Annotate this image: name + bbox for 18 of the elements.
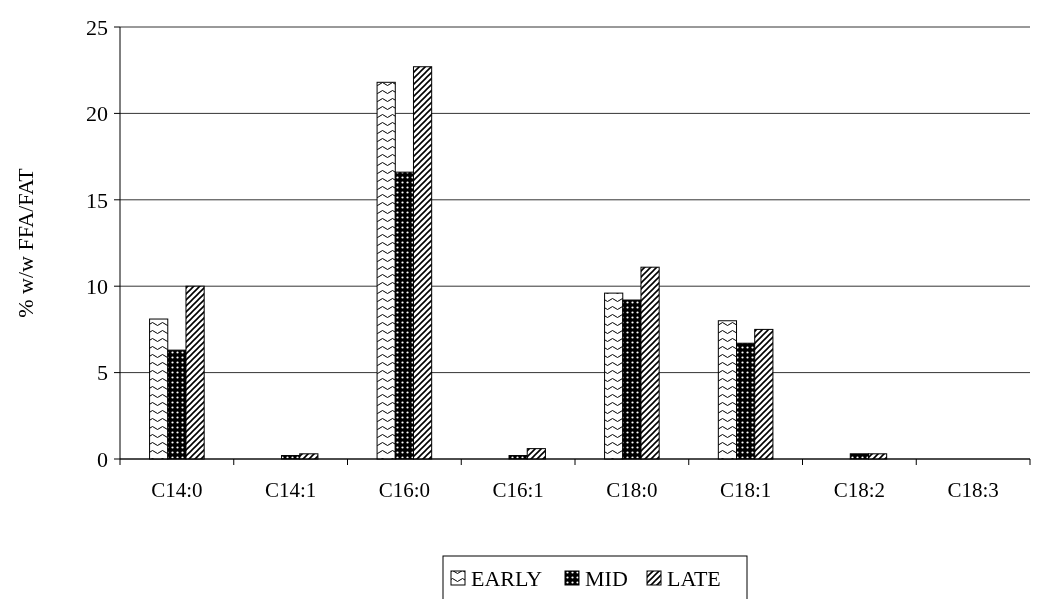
x-tick-label: C14:0 [151,478,203,502]
x-tick-label: C18:3 [947,478,999,502]
y-tick-label: 10 [86,273,108,299]
y-tick-label: 5 [97,360,108,386]
x-tick-label: C18:1 [719,478,772,502]
x-tick-label: C16:1 [492,478,544,502]
x-tick-label: C18:2 [833,478,886,502]
legend-label: LATE [667,565,721,591]
x-tick-label: C18:0 [606,478,658,502]
x-tick-label: C14:1 [264,478,317,502]
y-axis-title: % w/w FFA/FAT [13,167,38,318]
y-tick-label: 15 [86,187,108,213]
y-tick-label: 25 [86,14,108,40]
legend-label: MID [585,565,628,591]
x-tick-label: C16:0 [378,478,431,502]
y-tick-label: 0 [97,446,108,472]
y-tick-label: 20 [86,101,108,127]
legend-label: EARLY [471,565,543,591]
